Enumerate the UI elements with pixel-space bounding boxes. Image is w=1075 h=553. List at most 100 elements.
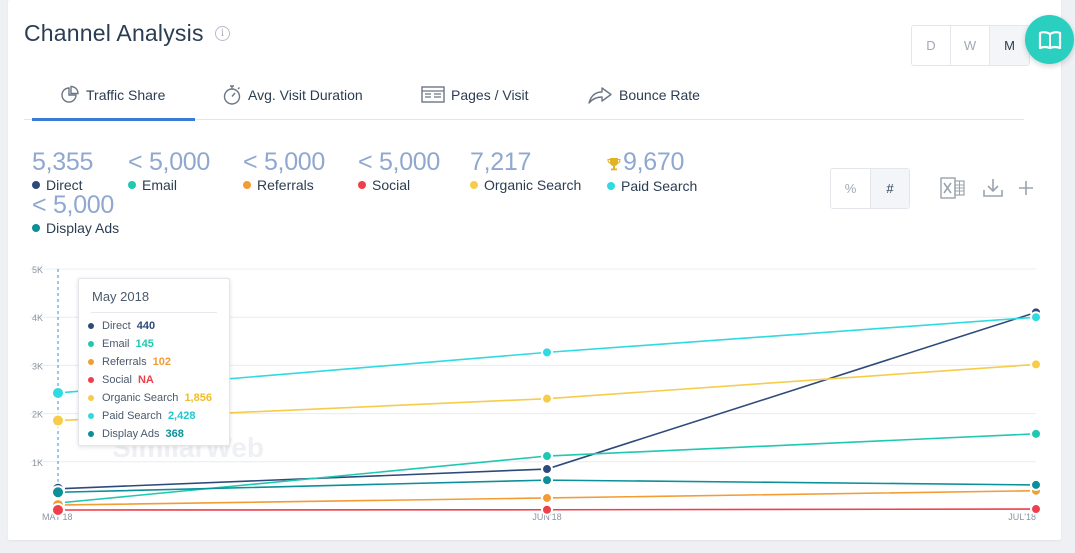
metric-paid-search[interactable]: 9,670 Paid Search [607, 148, 757, 194]
tooltip-value: 2,428 [167, 410, 196, 422]
number-toggle-button[interactable]: # [870, 169, 909, 208]
pie-chart-icon [60, 85, 80, 105]
legend-dot [88, 323, 94, 329]
data-point-social [51, 503, 65, 517]
y-tick-label: 1K [32, 458, 43, 468]
granularity-week-button[interactable]: W [951, 26, 990, 65]
legend-dot [32, 181, 40, 189]
metric-value: < 5,000 [243, 148, 326, 176]
granularity-month-button[interactable]: M [990, 26, 1029, 65]
tooltip-value: 368 [165, 428, 184, 440]
tooltip-row-display-ads: Display Ads 368 [79, 425, 229, 443]
channel-analysis-card [8, 0, 1061, 540]
data-point-social [541, 503, 553, 516]
tab-traffic-share[interactable]: Traffic Share [31, 70, 196, 121]
bounce-arrow-icon [587, 85, 613, 105]
metric-label: Direct [46, 177, 83, 193]
page-title: Channel Analysis [24, 20, 204, 46]
tooltip-label: Organic Search [102, 392, 179, 404]
tooltip-value: 145 [135, 338, 154, 350]
metric-value: < 5,000 [32, 191, 115, 219]
data-point-display-ads [1030, 478, 1042, 491]
trophy-icon [607, 149, 621, 177]
tooltip-value: 440 [136, 320, 156, 332]
tooltip-value: NA [137, 374, 154, 386]
percent-toggle-button[interactable]: % [844, 181, 857, 196]
data-point-referrals [541, 491, 553, 504]
data-point-paid-search [51, 385, 65, 400]
plus-icon[interactable] [1016, 176, 1036, 205]
legend-dot [607, 182, 615, 191]
data-point-social [1030, 503, 1042, 516]
chart-tooltip: May 2018 Direct 440 Email 145 Referrals 102… [78, 278, 230, 446]
value-mode-toggle: % # [830, 168, 910, 209]
data-point-organic-search [541, 392, 553, 405]
tooltip-value: 1,856 [184, 392, 212, 404]
tooltip-row-email: Email 145 [79, 335, 229, 353]
tab-avg-visit-duration[interactable]: Avg. Visit Duration [222, 70, 363, 120]
legend-dot [32, 224, 40, 232]
tab-label: Pages / Visit [451, 87, 529, 103]
y-tick-label: 4K [32, 313, 43, 323]
metric-value: < 5,000 [128, 148, 211, 176]
legend-dot [88, 359, 94, 365]
data-point-email [1030, 427, 1042, 440]
pages-icon [421, 85, 445, 105]
metric-social[interactable]: < 5,000 Social [358, 148, 508, 193]
data-point-email [541, 450, 553, 463]
data-point-paid-search [541, 346, 553, 359]
data-point-organic-search [1030, 358, 1042, 371]
data-point-display-ads [51, 485, 65, 500]
x-axis-ticks: MAY'18 JUN'18 JUL'18 [42, 512, 1036, 522]
metric-label: Referrals [257, 177, 314, 193]
tab-label: Bounce Rate [619, 87, 700, 103]
y-axis-ticks: 1K 2K 3K 4K 5K [32, 265, 43, 468]
metric-label: Social [372, 177, 411, 193]
metric-organic-search[interactable]: 7,217 Organic Search [470, 148, 620, 193]
granularity-day-button[interactable]: D [912, 26, 951, 65]
tab-label: Traffic Share [86, 87, 166, 103]
tooltip-label: Direct [102, 320, 131, 332]
y-tick-label: 5K [32, 265, 43, 275]
tooltip-row-paid-search: Paid Search 2,428 [79, 407, 229, 425]
book-icon[interactable] [1025, 15, 1074, 64]
data-point-display-ads [541, 474, 553, 487]
metric-display-ads[interactable]: < 5,000 Display Ads [32, 191, 182, 236]
metric-email[interactable]: < 5,000 Email [128, 148, 278, 193]
tooltip-row-social: Social NA [79, 371, 229, 389]
metric-label: Display Ads [46, 220, 120, 236]
metric-value: < 5,000 [358, 148, 441, 176]
legend-dot [358, 181, 366, 189]
tooltip-label: Paid Search [102, 410, 162, 422]
tooltip-divider [91, 312, 217, 313]
legend-dot [88, 431, 94, 437]
tooltip-row-organic-search: Organic Search 1,856 [79, 389, 229, 407]
x-tick-label: MAY'18 [42, 512, 73, 522]
legend-dot [243, 181, 251, 189]
tooltip-title: May 2018 [92, 289, 150, 304]
metric-tabs: Traffic Share Avg. Visit Duration Pages … [24, 70, 1024, 121]
tab-pages-visit[interactable]: Pages / Visit [421, 70, 529, 120]
info-icon[interactable]: i [215, 26, 230, 41]
stopwatch-icon [222, 84, 242, 106]
tab-label: Avg. Visit Duration [248, 87, 363, 103]
x-tick-label: JUL'18 [1008, 512, 1036, 522]
metric-referrals[interactable]: < 5,000 Referrals [243, 148, 393, 193]
tooltip-row-referrals: Referrals 102 [79, 353, 229, 371]
excel-export-icon[interactable] [940, 176, 966, 205]
metric-value: 5,355 [32, 148, 94, 176]
legend-dot [88, 341, 94, 347]
tooltip-value: 102 [152, 356, 171, 368]
data-point-paid-search [1030, 311, 1042, 324]
data-point-organic-search [51, 413, 65, 428]
metric-direct[interactable]: 5,355 Direct [32, 148, 182, 193]
tooltip-row-direct: Direct 440 [79, 317, 229, 335]
tab-bounce-rate[interactable]: Bounce Rate [587, 70, 700, 120]
y-tick-label: 2K [32, 410, 43, 420]
legend-dot [88, 413, 94, 419]
chart-points [51, 306, 1042, 517]
legend-dot [470, 181, 478, 189]
metric-label: Paid Search [621, 178, 698, 195]
legend-dot [88, 395, 94, 401]
download-icon[interactable] [982, 176, 1004, 205]
